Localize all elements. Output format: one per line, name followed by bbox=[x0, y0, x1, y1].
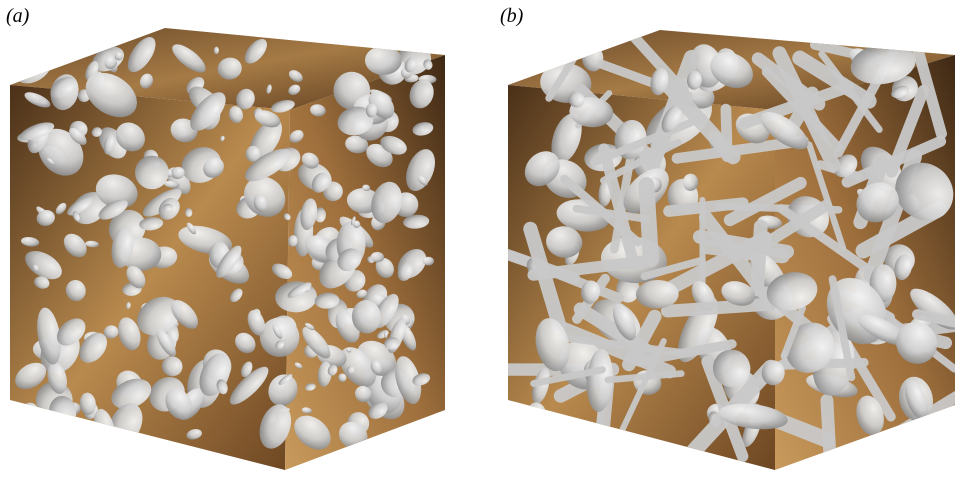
panel-label: (a) bbox=[6, 5, 30, 27]
cube-render bbox=[6, 28, 445, 470]
isosurface-blob bbox=[646, 185, 651, 259]
isosurface-blob bbox=[757, 227, 761, 290]
figure: (a) (b) bbox=[0, 0, 959, 477]
isosurface-blob bbox=[667, 304, 770, 311]
isosurface-blob bbox=[669, 203, 743, 211]
cube-render bbox=[485, 30, 959, 477]
panel-label: (b) bbox=[500, 5, 524, 27]
isosurface-blob bbox=[365, 46, 402, 75]
